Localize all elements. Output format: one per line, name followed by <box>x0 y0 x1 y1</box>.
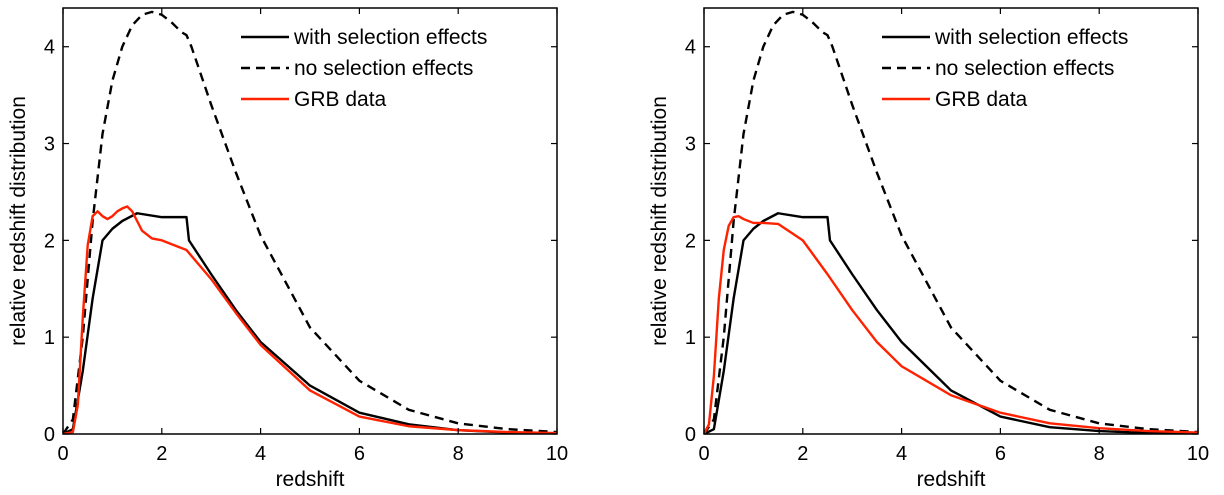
series-line-grb-data <box>704 214 1198 434</box>
y-tick-label: 4 <box>685 37 696 59</box>
x-tick-label: 2 <box>797 443 808 465</box>
x-tick-label: 8 <box>453 443 464 465</box>
y-tick-label: 1 <box>685 327 696 349</box>
plot-frame <box>703 7 1199 435</box>
x-tick-label: 0 <box>698 443 709 465</box>
x-tick-label: 10 <box>546 443 568 465</box>
series-line-no-selection-effects <box>704 10 1198 434</box>
x-tick-label: 6 <box>354 443 365 465</box>
y-axis-label: relative redshift distribution <box>7 96 30 346</box>
plot-frame <box>62 7 558 435</box>
x-tick-label: 4 <box>255 443 266 465</box>
legend: with selection effects no selection effec… <box>241 26 487 111</box>
x-tick-label: 0 <box>57 443 68 465</box>
x-tick-label: 6 <box>995 443 1006 465</box>
y-tick-label: 4 <box>44 37 55 59</box>
legend-label: GRB data <box>294 88 387 111</box>
series-line-grb-data <box>63 205 557 434</box>
x-axis-label: redshift <box>917 468 986 491</box>
x-axis-label: redshift <box>276 468 345 491</box>
chart-panel-2: 0 2 4 6 8 10 0 1 2 3 4 redshift relative redshift di… <box>648 7 1209 491</box>
legend: with selection effects no selection effec… <box>882 26 1128 111</box>
y-tick-label: 0 <box>685 424 696 446</box>
y-tick-label: 3 <box>44 134 55 156</box>
legend-label: with selection effects <box>934 26 1128 49</box>
y-tick-label: 2 <box>44 230 55 252</box>
x-tick-label: 2 <box>156 443 167 465</box>
y-tick-label: 3 <box>685 134 696 156</box>
series-line-with-selection-effects <box>704 212 1198 434</box>
legend-label: no selection effects <box>294 57 473 80</box>
series-line-with-selection-effects <box>63 212 557 434</box>
series-line-no-selection-effects <box>63 10 557 434</box>
y-tick-label: 1 <box>44 327 55 349</box>
x-tick-label: 4 <box>896 443 907 465</box>
legend-label: no selection effects <box>935 57 1114 80</box>
y-tick-label: 2 <box>685 230 696 252</box>
y-tick-label: 0 <box>44 424 55 446</box>
legend-label: GRB data <box>935 88 1028 111</box>
legend-label: with selection effects <box>293 26 487 49</box>
x-tick-label: 10 <box>1187 443 1209 465</box>
y-axis-label: relative redshift distribution <box>648 96 671 346</box>
x-tick-label: 8 <box>1094 443 1105 465</box>
chart-panel-1: 0 2 4 6 8 10 0 1 2 3 4 redshift relative redshift di… <box>7 7 568 491</box>
